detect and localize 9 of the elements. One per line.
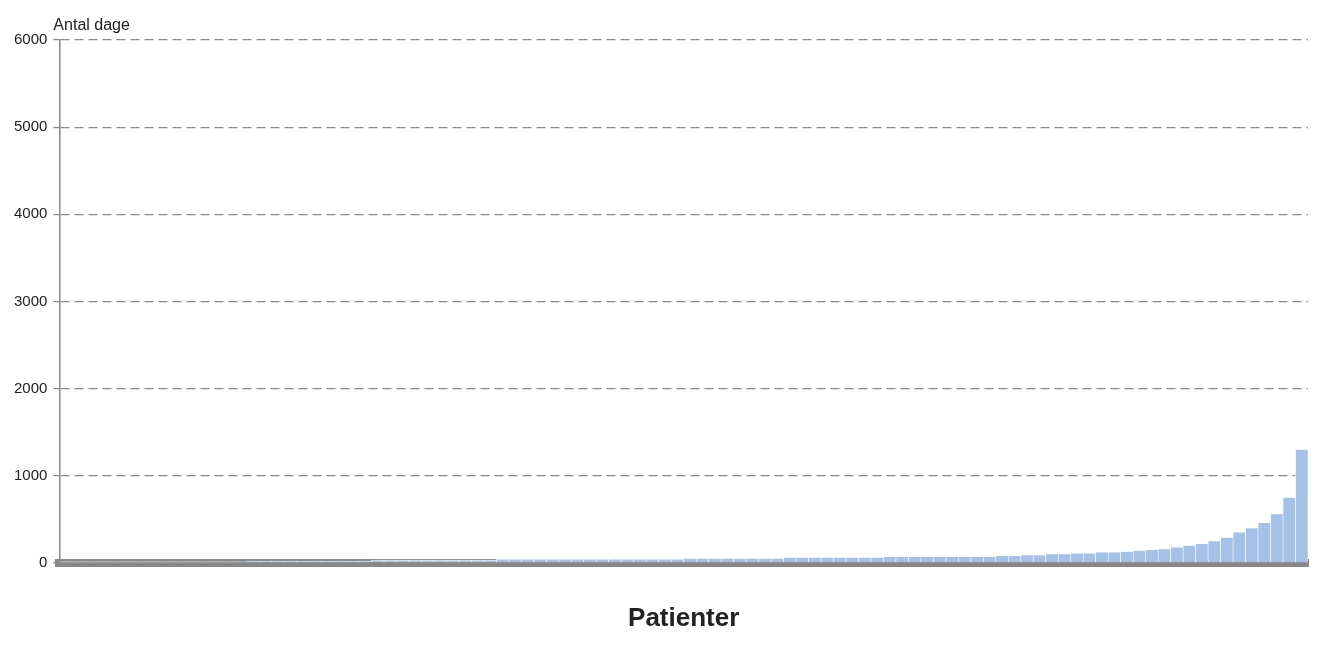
y-tick-label: 1000: [13, 465, 48, 483]
y-axis-title: Antal dage: [53, 16, 130, 34]
y-tick-label: 3000: [13, 291, 48, 309]
y-tick-label: 0: [39, 552, 48, 570]
y-tick-label: 6000: [13, 30, 48, 48]
x-axis-title: Patienter: [628, 601, 740, 632]
y-tick-label: 5000: [13, 117, 48, 135]
y-tick-label: 4000: [13, 204, 48, 222]
y-tick-label: 2000: [13, 378, 48, 396]
